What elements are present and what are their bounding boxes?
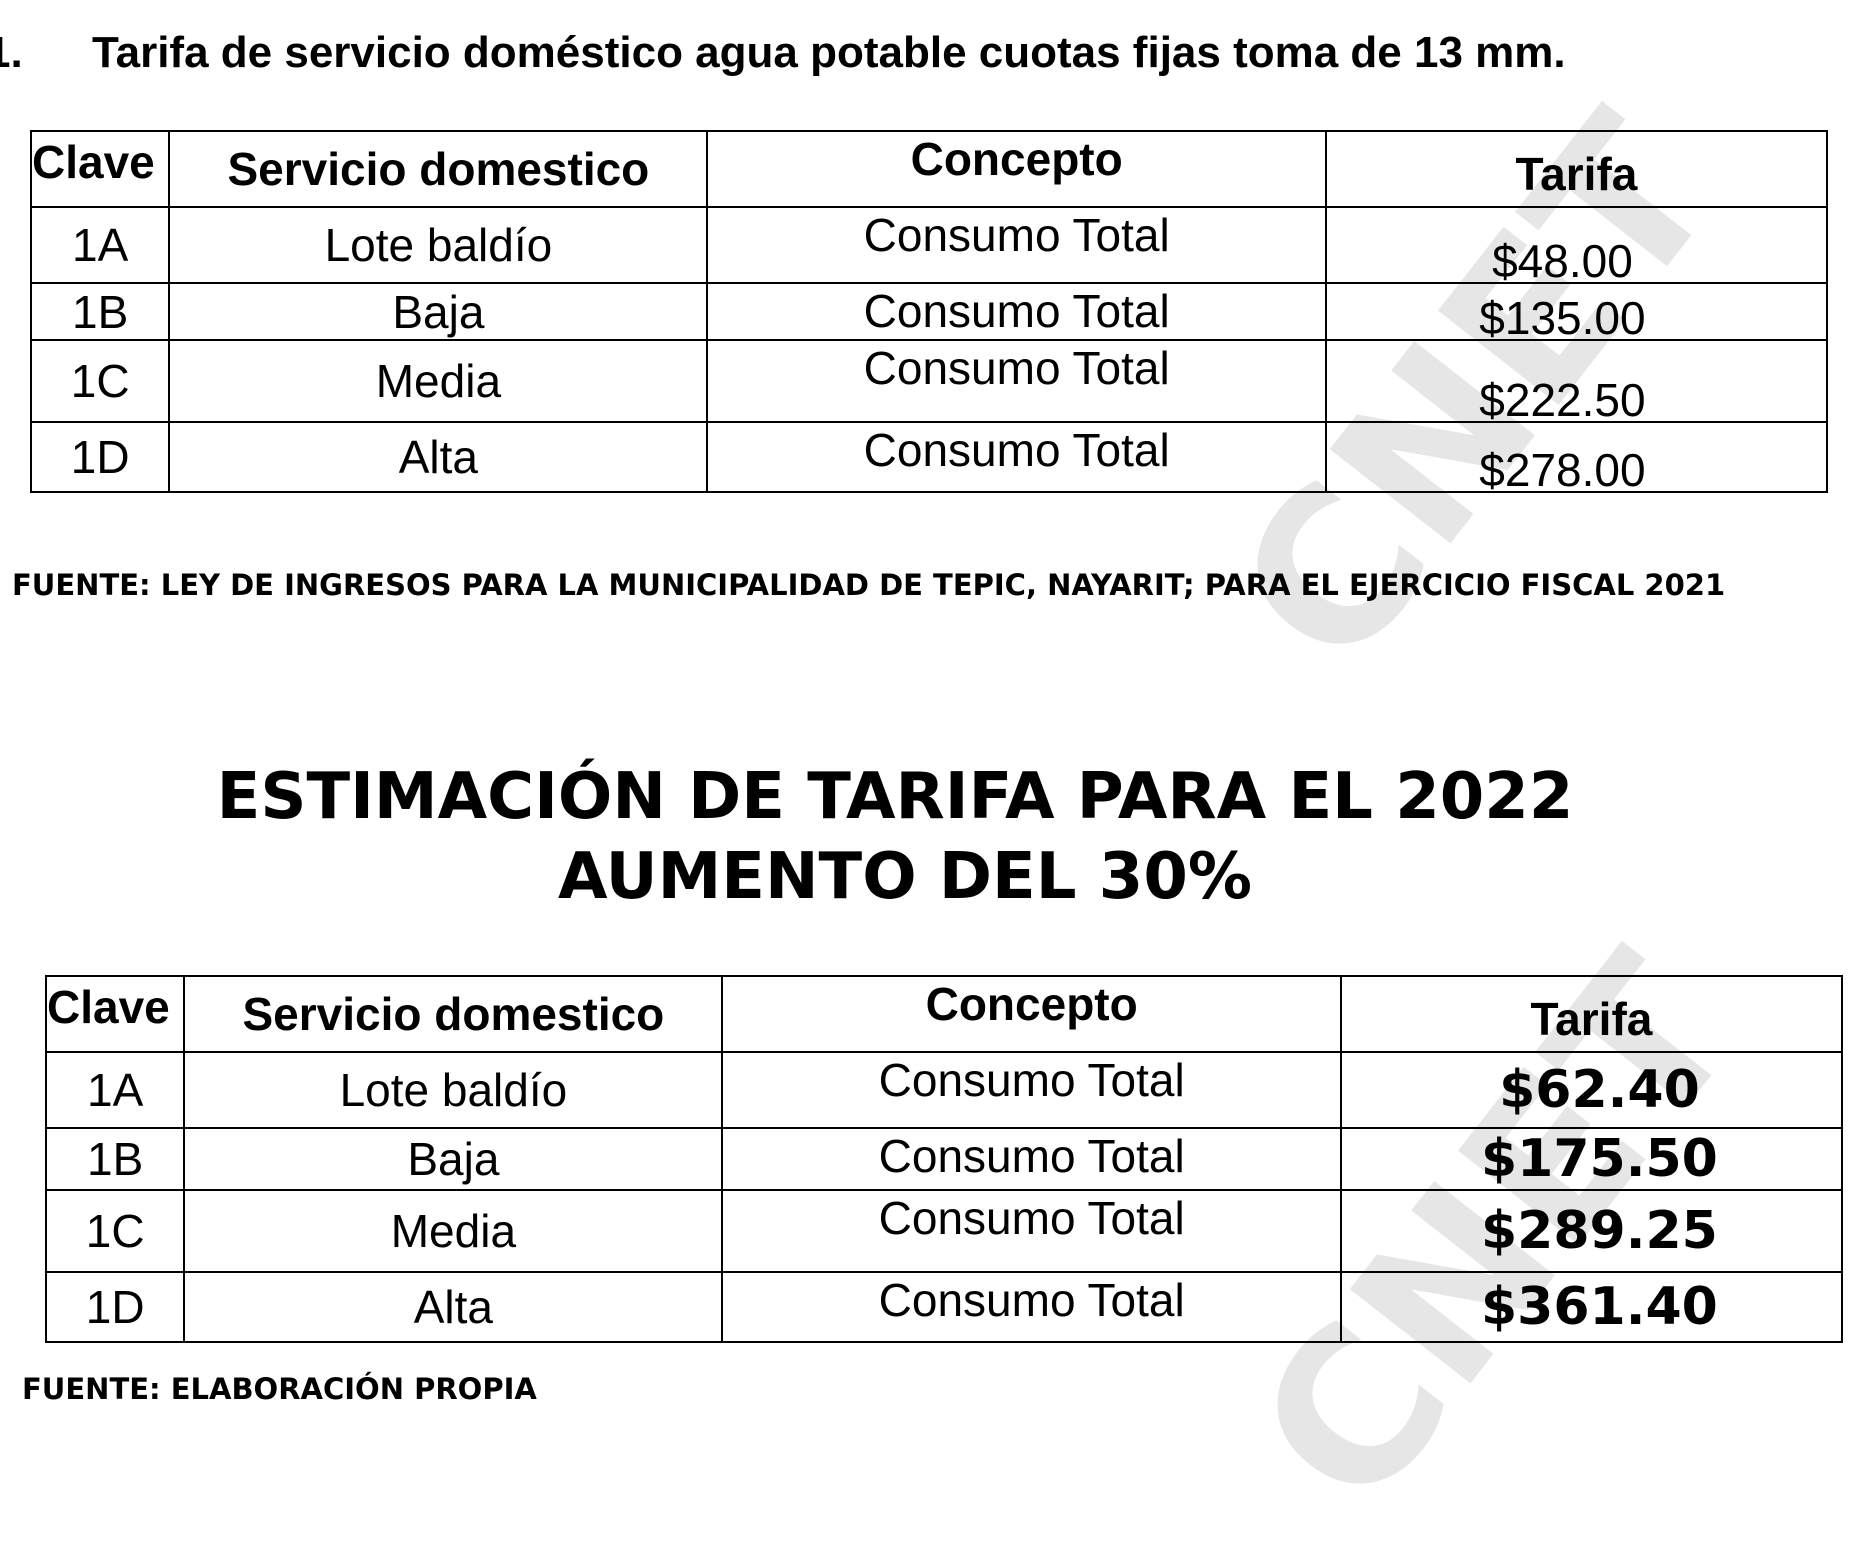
estimacion-title: ESTIMACIÓN DE TARIFA PARA EL 2022 [216,760,1574,834]
table-row: 1C Media Consumo Total $222.50 [29,339,1829,423]
fuente-2021: FUENTE: LEY DE INGRESOS PARA LA MUNICIPA… [12,568,1726,602]
header-servicio: Servicio domestico [168,130,709,208]
cell-concepto: Consumo Total [721,1051,1342,1129]
cell-servicio: Baja [183,1127,724,1191]
cell-servicio: Alta [183,1271,724,1343]
cell-servicio: Lote baldío [183,1051,724,1129]
cell-concepto: Consumo Total [721,1127,1342,1191]
cell-clave: 1C [44,1189,186,1273]
table-row: 1C Media Consumo Total $289.25 [44,1189,1844,1273]
table-row: 1A Lote baldío Consumo Total $48.00 [29,206,1829,284]
tarifa-table-2022: Clave 1 Servicio domestico Concepto Tari… [44,975,1844,1343]
cell-clave: 1A [29,206,171,284]
cell-servicio: Alta [168,421,709,493]
table-row: 1A Lote baldío Consumo Total $62.40 [44,1051,1844,1129]
table-row: 1D Alta Consumo Total $361.40 [44,1271,1844,1343]
cell-concepto: Consumo Total [706,421,1327,493]
cell-servicio: Baja [168,282,709,341]
cell-concepto: Consumo Total [706,206,1327,284]
cell-clave: 1B [29,282,171,341]
cell-concepto: Consumo Total [706,282,1327,341]
cell-clave: 1D [29,421,171,493]
fuente-2022: FUENTE: ELABORACIÓN PROPIA [22,1372,537,1406]
cell-tarifa: $222.50 [1324,339,1829,423]
cell-servicio: Lote baldío [168,206,709,284]
cell-tarifa: $278.00 [1324,421,1829,493]
header-clave: Clave 1 [44,975,186,1053]
cell-tarifa: $289.25 [1339,1189,1844,1273]
cell-clave: 1B [44,1127,186,1191]
cell-concepto: Consumo Total [706,339,1327,423]
table-row: 1B Baja Consumo Total $135.00 [29,282,1829,341]
header-servicio: Servicio domestico [183,975,724,1053]
header-concepto: Concepto [706,130,1327,208]
section-number: 1. [0,28,23,77]
cell-clave: 1C [29,339,171,423]
section-title: Tarifa de servicio doméstico agua potabl… [92,28,1566,77]
cell-concepto: Consumo Total [721,1189,1342,1273]
cell-servicio: Media [183,1189,724,1273]
cell-tarifa: $62.40 [1339,1051,1844,1129]
estimacion-subtitle: AUMENTO DEL 30% [558,840,1252,914]
header-clave: Clave 1 [29,130,171,208]
cell-clave: 1D [44,1271,186,1343]
header-concepto: Concepto [721,975,1342,1053]
cell-servicio: Media [168,339,709,423]
cell-clave: 1A [44,1051,186,1129]
table-header-row: Clave 1 Servicio domestico Concepto Tari… [44,975,1844,1053]
header-tarifa: Tarifa [1339,975,1844,1053]
cell-tarifa: $135.00 [1324,282,1829,341]
cell-concepto: Consumo Total [721,1271,1342,1343]
cell-tarifa: $175.50 [1339,1127,1844,1191]
table-header-row: Clave 1 Servicio domestico Concepto Tari… [29,130,1829,208]
header-tarifa: Tarifa [1324,130,1829,208]
tarifa-table-2021: Clave 1 Servicio domestico Concepto Tari… [29,130,1829,493]
table-row: 1D Alta Consumo Total $278.00 [29,421,1829,493]
cell-tarifa: $361.40 [1339,1271,1844,1343]
table-row: 1B Baja Consumo Total $175.50 [44,1127,1844,1191]
cell-tarifa: $48.00 [1324,206,1829,284]
